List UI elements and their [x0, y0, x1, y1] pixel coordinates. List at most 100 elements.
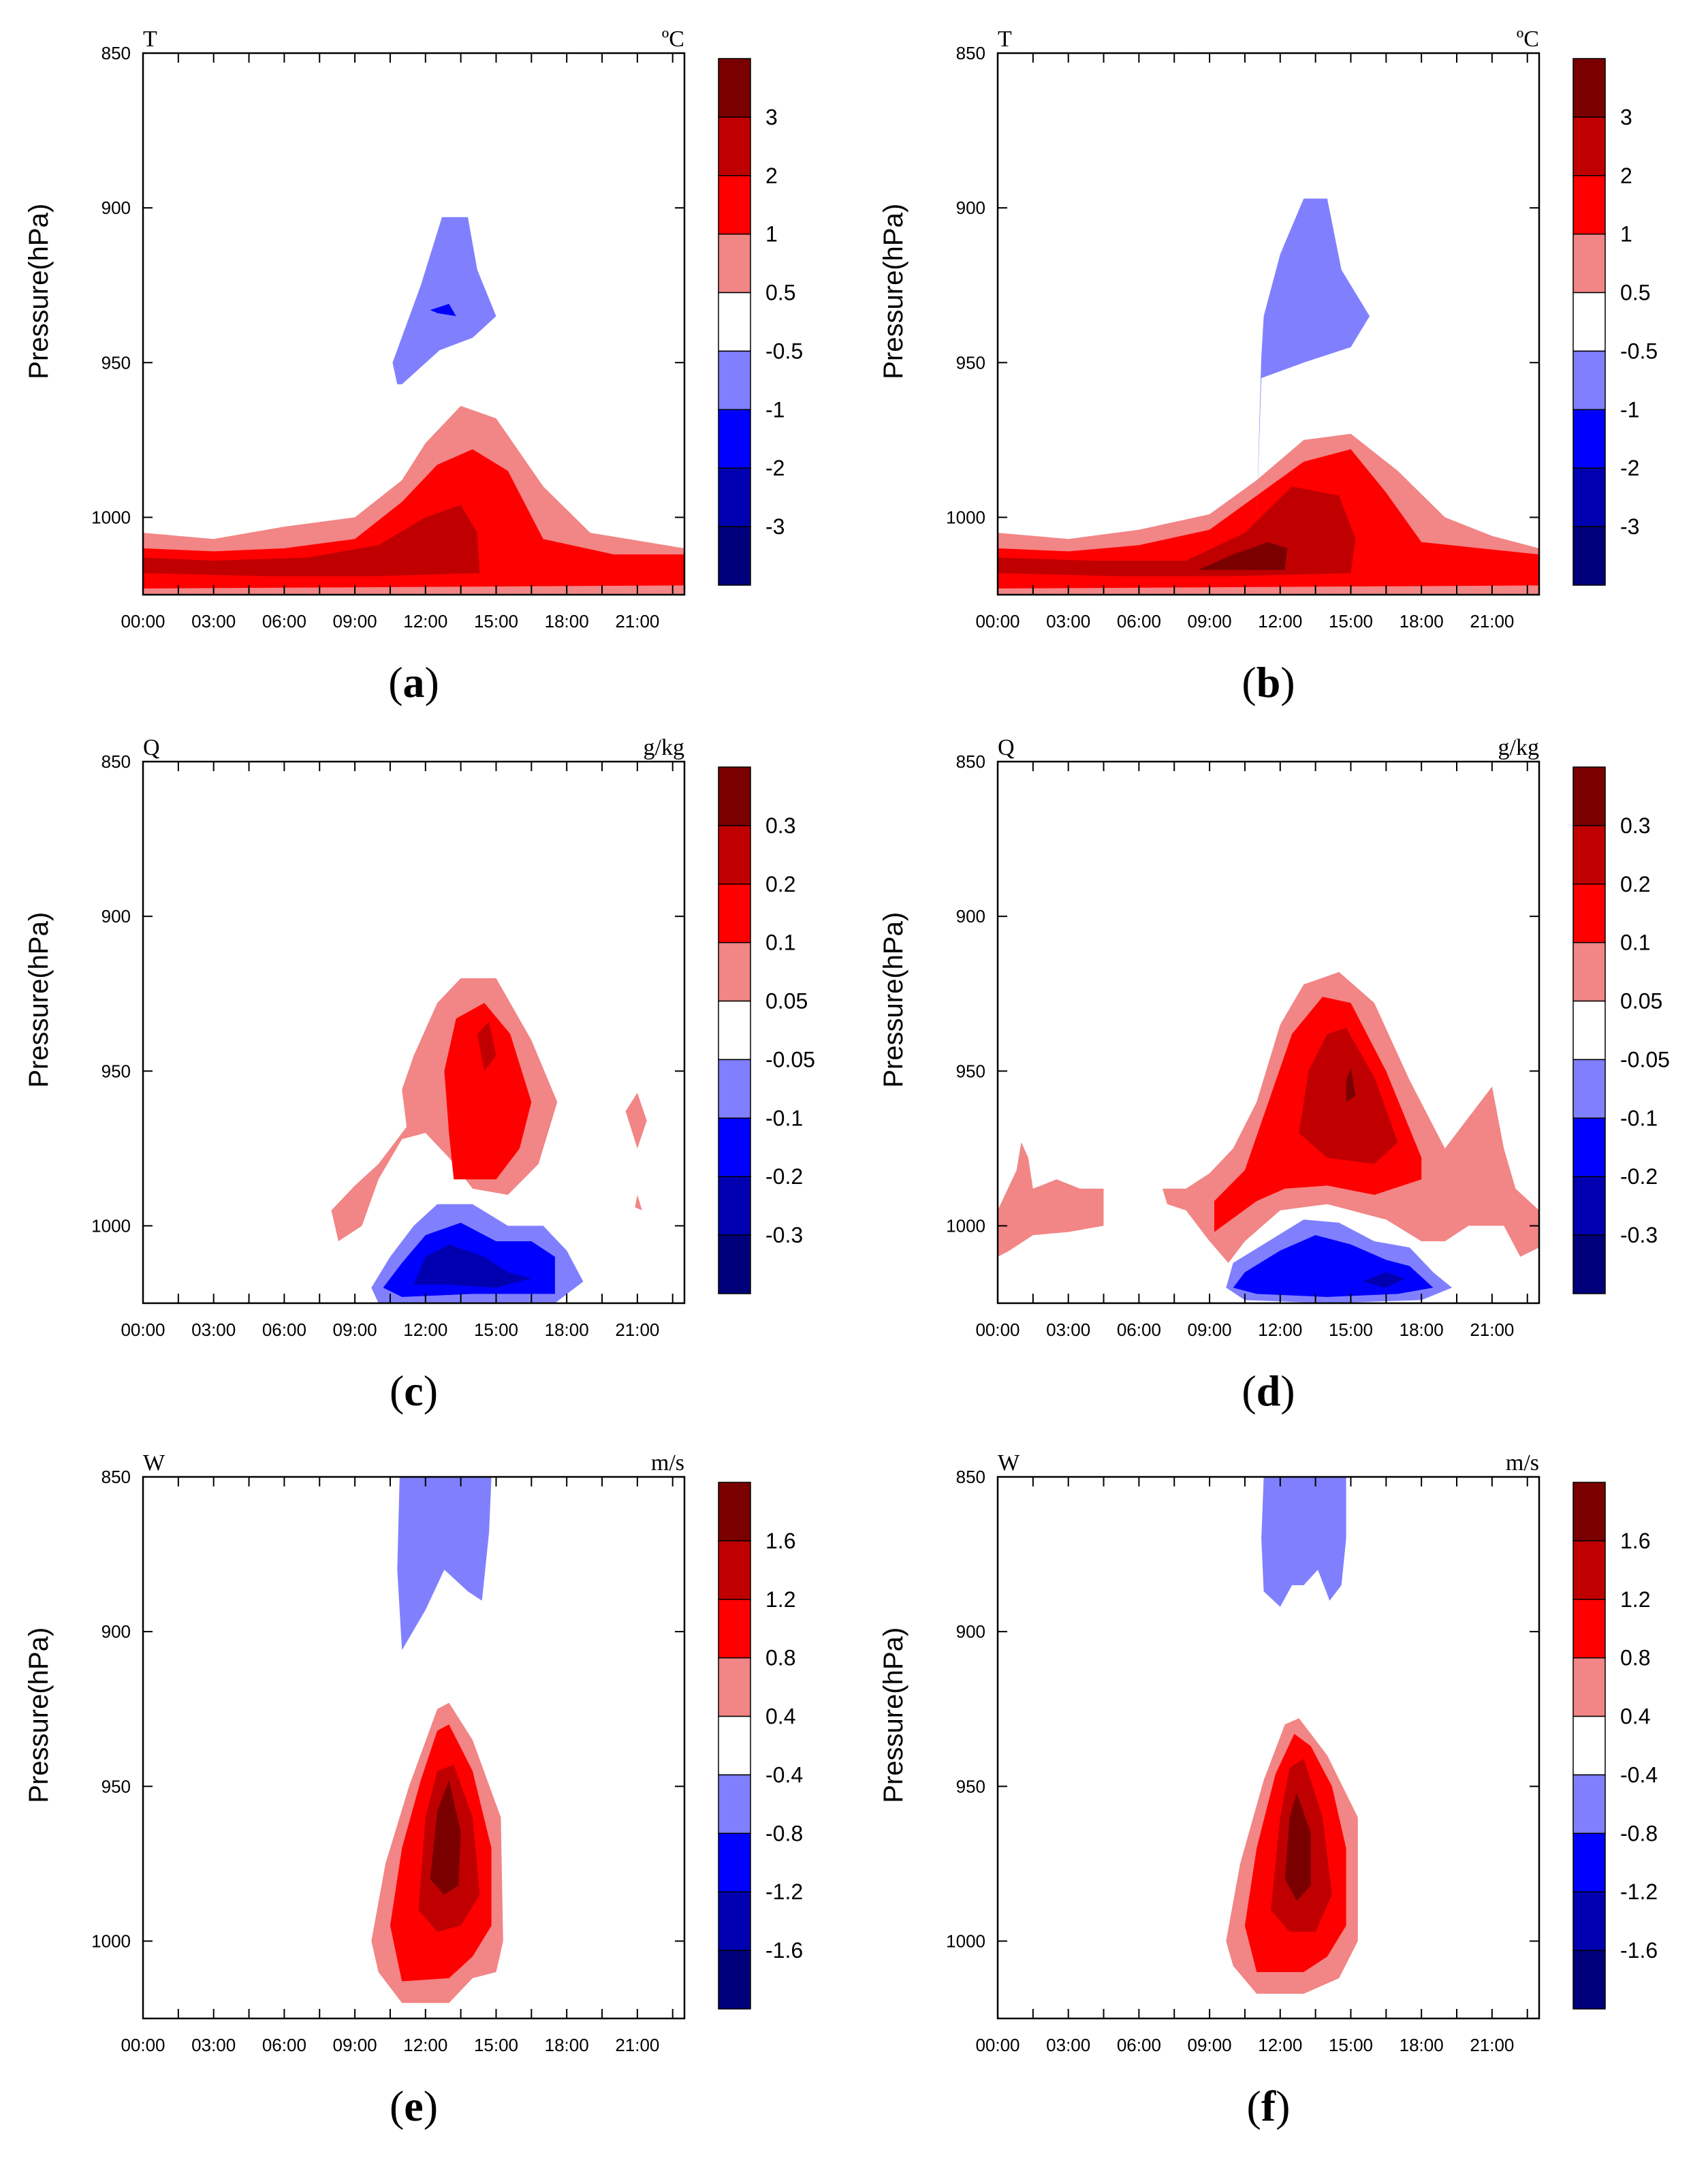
colorbar-swatch [718, 467, 751, 527]
contour-region [430, 1780, 461, 1895]
colorbar-swatch [718, 1657, 751, 1717]
colorbar-label: -0.2 [1620, 1164, 1658, 1189]
colorbar-label: 0.5 [765, 281, 795, 305]
colorbar-label: -0.1 [1620, 1106, 1658, 1130]
x-tick-label: 00:00 [975, 2035, 1020, 2055]
colorbar-label: 0.8 [765, 1646, 795, 1670]
colorbar-label: -2 [1620, 456, 1639, 480]
y-axis-label: Pressure(hPa) [24, 1627, 54, 1803]
colorbar-label: -0.8 [765, 1821, 803, 1845]
colorbar-swatch [1573, 766, 1606, 826]
x-tick-label: 12:00 [1258, 611, 1302, 631]
x-tick-label: 03:00 [191, 611, 236, 631]
colorbar-swatch [1573, 825, 1606, 885]
contour-region [1346, 1067, 1356, 1102]
y-tick-label: 850 [956, 1467, 985, 1487]
x-tick-label: 03:00 [1046, 2035, 1090, 2055]
contour-region [397, 1477, 492, 1651]
contour-region [625, 1093, 647, 1149]
x-tick-label: 21:00 [615, 2035, 659, 2055]
contour-region [430, 304, 456, 317]
plot-frame [996, 760, 1540, 1305]
x-tick-label: 00:00 [121, 2035, 165, 2055]
colorbar-swatch [1573, 175, 1606, 235]
y-axis-label: Pressure(hPa) [24, 204, 54, 379]
y-tick-label: 900 [101, 1621, 131, 1642]
y-axis-label: Pressure(hPa) [879, 1627, 908, 1803]
colorbar-swatch [1573, 1000, 1606, 1061]
contour-region [1261, 1477, 1346, 1607]
colorbar-swatch [718, 825, 751, 885]
colorbar-label: 2 [765, 163, 778, 188]
x-tick-label: 00:00 [975, 1320, 1020, 1340]
y-tick-label: 900 [101, 198, 131, 218]
colorbar-swatch [718, 1000, 751, 1061]
x-tick-label: 09:00 [1188, 2035, 1232, 2055]
panel-label: (b) [1242, 658, 1295, 706]
x-tick-label: 03:00 [1046, 611, 1090, 631]
x-tick-label: 15:00 [474, 611, 518, 631]
contour-region [143, 505, 480, 576]
x-tick-label: 18:00 [1400, 611, 1444, 631]
plot-frame [996, 52, 1540, 596]
x-tick-label: 12:00 [1258, 2035, 1302, 2055]
plot-frame [142, 760, 686, 1305]
colorbar-label: 0.1 [765, 931, 795, 955]
colorbar-swatch [1573, 1059, 1606, 1119]
colorbar-label: 0.3 [765, 813, 795, 838]
colorbar-label: 0.2 [765, 872, 795, 896]
chart-panel-e: 00:00 03:00 06:00 09:00 12:00 15:00 18:00 21:00… [24, 1450, 803, 2130]
plot-background [143, 762, 684, 1303]
plot-frame [142, 1476, 686, 2020]
colorbar-swatch [718, 1891, 751, 1951]
colorbar-label: -0.3 [1620, 1223, 1658, 1247]
x-tick-label: 21:00 [1470, 1320, 1514, 1340]
x-tick-label: 09:00 [333, 2035, 377, 2055]
y-tick-label: 950 [956, 1776, 985, 1796]
colorbar-label: -3 [765, 514, 785, 539]
y-tick-label: 900 [101, 906, 131, 926]
colorbar-label: 1 [765, 222, 778, 247]
colorbar-swatch [718, 292, 751, 352]
colorbar-label: -0.4 [765, 1762, 803, 1787]
y-tick-label: 850 [101, 43, 131, 63]
x-tick-label: 06:00 [262, 611, 306, 631]
colorbar-swatch [1573, 350, 1606, 411]
colorbar-swatch [718, 884, 751, 943]
x-tick-label: 03:00 [1046, 1320, 1090, 1340]
y-tick-label: 850 [101, 751, 131, 772]
y-tick-label: 1000 [946, 1931, 985, 1951]
colorbar-swatch [1573, 467, 1606, 527]
x-tick-label: 18:00 [1400, 1320, 1444, 1340]
unit-label: g/kg [1498, 735, 1539, 760]
contour-region [477, 1021, 496, 1072]
y-axis-label: Pressure(hPa) [24, 912, 54, 1088]
colorbar-label: 0.8 [1620, 1646, 1650, 1670]
colorbar-swatch [1573, 116, 1606, 176]
y-tick-label: 850 [956, 43, 985, 63]
colorbar-label: -0.1 [765, 1106, 803, 1130]
colorbar-swatch [1573, 1832, 1606, 1892]
colorbar-swatch [1573, 233, 1606, 294]
x-tick-label: 09:00 [333, 1320, 377, 1340]
colorbar-swatch [1573, 1482, 1606, 1542]
panel-label: (c) [390, 1367, 438, 1415]
x-tick-label: 21:00 [1470, 2035, 1514, 2055]
variable-name: Q [143, 735, 160, 760]
colorbar-swatch [718, 116, 751, 176]
colorbar-label: -1 [765, 397, 785, 422]
y-tick-label: 1000 [91, 1215, 131, 1236]
x-tick-label: 15:00 [1329, 1320, 1373, 1340]
contour-region [1197, 542, 1288, 570]
y-tick-label: 900 [956, 1621, 985, 1642]
unit-label: ºC [1517, 27, 1539, 52]
colorbar-swatch [718, 58, 751, 118]
x-tick-label: 06:00 [1117, 2035, 1161, 2055]
y-tick-label: 950 [956, 352, 985, 373]
colorbar-label: -0.2 [765, 1164, 803, 1189]
colorbar-label: -2 [765, 456, 785, 480]
colorbar-swatch [718, 1540, 751, 1600]
variable-name: Q [998, 735, 1015, 760]
colorbar-swatch [718, 941, 751, 1002]
x-tick-label: 15:00 [1329, 611, 1373, 631]
